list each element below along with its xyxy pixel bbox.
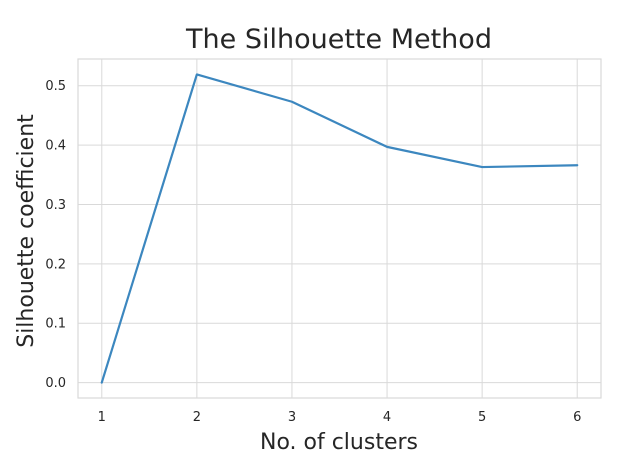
x-axis-label: No. of clusters: [260, 430, 418, 455]
chart-title: The Silhouette Method: [185, 24, 492, 55]
x-tick-label: 5: [478, 410, 486, 425]
series-line: [100, 73, 579, 384]
y-tick-label: 0.3: [45, 198, 66, 213]
plot-frame: [77, 58, 602, 399]
x-tick-label: 3: [288, 410, 296, 425]
x-tick-label: 4: [383, 410, 391, 425]
y-tick-label: 0.0: [45, 376, 66, 391]
y-axis-ticks: 0.0 0.1 0.2 0.3 0.4 0.5: [45, 79, 66, 391]
y-tick-label: 0.1: [45, 317, 66, 332]
x-tick-label: 2: [193, 410, 201, 425]
series-layer: [100, 73, 579, 384]
y-tick-label: 0.5: [45, 79, 66, 94]
x-tick-label: 6: [573, 410, 581, 425]
y-tick-label: 0.2: [45, 257, 66, 272]
x-axis-ticks: 1 2 3 4 5 6: [98, 410, 582, 425]
y-axis-label: Silhouette coefficient: [14, 114, 39, 348]
y-tick-label: 0.4: [45, 139, 66, 154]
x-tick-label: 1: [98, 410, 106, 425]
grid: [78, 59, 601, 398]
